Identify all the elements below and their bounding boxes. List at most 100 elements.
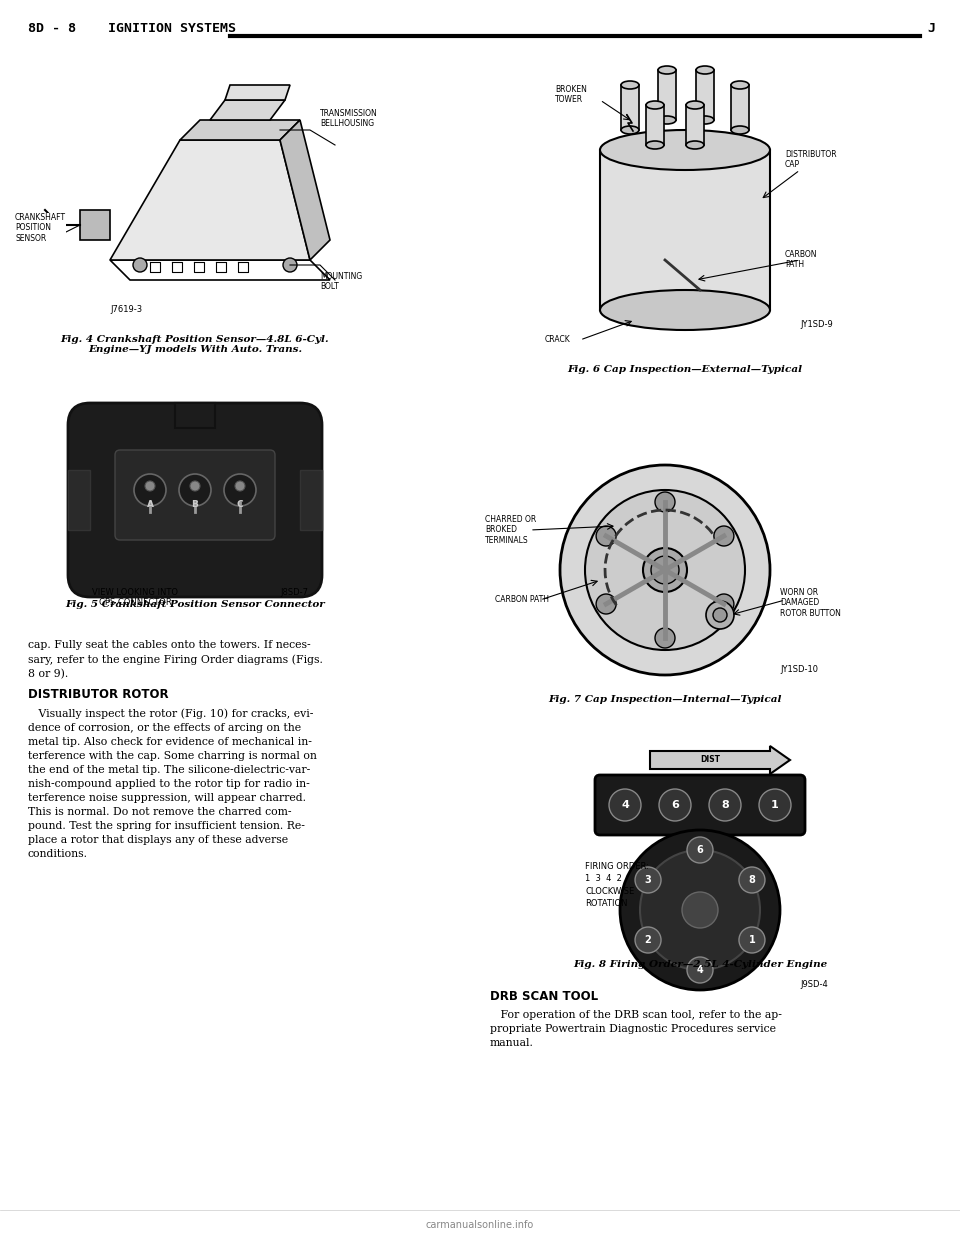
Text: CHARRED OR
BROKED
TERMINALS: CHARRED OR BROKED TERMINALS [485, 515, 537, 545]
Polygon shape [80, 210, 110, 240]
Text: 4: 4 [621, 800, 629, 810]
Circle shape [179, 474, 211, 505]
Circle shape [714, 594, 733, 614]
Text: J7619-3: J7619-3 [110, 306, 142, 314]
Text: JY1SD-9: JY1SD-9 [800, 320, 832, 329]
Bar [621, 84, 639, 130]
Text: DISTRIBUTOR
CAP: DISTRIBUTOR CAP [785, 150, 836, 169]
Ellipse shape [621, 81, 639, 89]
Text: Fig. 5 Crankshaft Position Sensor Connector: Fig. 5 Crankshaft Position Sensor Connec… [65, 600, 324, 609]
Bar [686, 106, 704, 145]
Circle shape [682, 892, 718, 928]
Polygon shape [210, 101, 285, 120]
Ellipse shape [696, 116, 714, 124]
Text: Visually inspect the rotor (Fig. 10) for cracks, evi-
dence of corrosion, or the: Visually inspect the rotor (Fig. 10) for… [28, 708, 317, 858]
Circle shape [560, 465, 770, 674]
Circle shape [134, 474, 166, 505]
Ellipse shape [731, 81, 749, 89]
Text: TRANSMISSION
BELLHOUSING: TRANSMISSION BELLHOUSING [320, 108, 377, 128]
FancyArrow shape [650, 746, 790, 774]
Bar [646, 106, 664, 145]
Ellipse shape [600, 130, 770, 170]
Text: 8: 8 [749, 876, 756, 886]
Text: 3: 3 [645, 876, 652, 886]
Text: 6: 6 [671, 800, 679, 810]
Text: 6: 6 [697, 845, 704, 854]
Text: 8: 8 [721, 800, 729, 810]
Ellipse shape [686, 142, 704, 149]
Circle shape [643, 548, 687, 592]
Text: JY1SD-10: JY1SD-10 [780, 664, 818, 674]
Polygon shape [280, 120, 330, 260]
Circle shape [145, 481, 155, 491]
Bar [68, 469, 90, 530]
Circle shape [596, 594, 616, 614]
Text: 1: 1 [749, 935, 756, 945]
Ellipse shape [696, 66, 714, 75]
Text: 8D - 8    IGNITION SYSTEMS: 8D - 8 IGNITION SYSTEMS [28, 21, 236, 35]
Circle shape [651, 556, 679, 584]
Ellipse shape [658, 116, 676, 124]
Bar [600, 150, 770, 310]
Bar [731, 84, 749, 130]
FancyBboxPatch shape [595, 775, 805, 835]
Text: WORN OR
DAMAGED
ROTOR BUTTON: WORN OR DAMAGED ROTOR BUTTON [780, 587, 841, 617]
Circle shape [620, 830, 780, 990]
Text: DRB SCAN TOOL: DRB SCAN TOOL [490, 990, 598, 1004]
Circle shape [655, 628, 675, 648]
Circle shape [687, 837, 713, 863]
Circle shape [739, 867, 765, 893]
Text: B: B [192, 501, 199, 509]
Text: Fig. 4 Crankshaft Position Sensor—4.8L 6-Cyl.
Engine—YJ models With Auto. Trans.: Fig. 4 Crankshaft Position Sensor—4.8L 6… [60, 335, 329, 354]
Circle shape [714, 527, 733, 546]
Circle shape [709, 789, 741, 821]
Text: For operation of the DRB scan tool, refer to the ap-
propriate Powertrain Diagno: For operation of the DRB scan tool, refe… [490, 1010, 781, 1048]
Circle shape [235, 481, 245, 491]
Circle shape [706, 601, 734, 628]
Circle shape [739, 927, 765, 953]
Ellipse shape [658, 66, 676, 75]
Circle shape [655, 492, 675, 512]
Circle shape [133, 258, 147, 272]
Bar [696, 70, 714, 120]
Text: 4: 4 [697, 965, 704, 975]
Ellipse shape [686, 101, 704, 109]
Circle shape [635, 867, 661, 893]
Text: BROKEN
TOWER: BROKEN TOWER [555, 84, 587, 104]
Text: Fig. 6 Cap Inspection—External—Typical: Fig. 6 Cap Inspection—External—Typical [567, 365, 803, 374]
Ellipse shape [646, 142, 664, 149]
Text: CRACK: CRACK [545, 335, 571, 344]
FancyBboxPatch shape [68, 402, 322, 597]
Text: carmanualsonline.info: carmanualsonline.info [426, 1220, 534, 1230]
Ellipse shape [731, 125, 749, 134]
Bar [175, 402, 215, 428]
Circle shape [713, 609, 727, 622]
Text: J: J [927, 21, 935, 35]
Circle shape [687, 958, 713, 982]
Text: Fig. 8 Firing Order—2.5L 4-Cylinder Engine: Fig. 8 Firing Order—2.5L 4-Cylinder Engi… [573, 960, 828, 969]
Circle shape [659, 789, 691, 821]
Bar [658, 70, 676, 120]
Text: C: C [237, 501, 243, 509]
Text: DISTRIBUTOR ROTOR: DISTRIBUTOR ROTOR [28, 688, 169, 700]
Text: VIEW LOOKING INTO
CPS CONNECTOR: VIEW LOOKING INTO CPS CONNECTOR [92, 587, 178, 607]
Ellipse shape [646, 101, 664, 109]
Circle shape [609, 789, 641, 821]
Text: A: A [147, 501, 154, 509]
Text: FIRING ORDER:
1  3  4  2
CLOCKWISE
ROTATION: FIRING ORDER: 1 3 4 2 CLOCKWISE ROTATION [585, 862, 649, 908]
Polygon shape [225, 84, 290, 101]
Text: CARBON PATH: CARBON PATH [495, 595, 549, 604]
Text: J9SD-4: J9SD-4 [800, 980, 828, 989]
Circle shape [283, 258, 297, 272]
Circle shape [190, 481, 200, 491]
FancyBboxPatch shape [115, 450, 275, 540]
Text: Fig. 7 Cap Inspection—Internal—Typical: Fig. 7 Cap Inspection—Internal—Typical [548, 696, 781, 704]
Text: DIST: DIST [700, 755, 720, 765]
Circle shape [224, 474, 256, 505]
Text: 2: 2 [645, 935, 652, 945]
Text: 1: 1 [771, 800, 779, 810]
Circle shape [635, 927, 661, 953]
Text: cap. Fully seat the cables onto the towers. If neces-
sary, refer to the engine : cap. Fully seat the cables onto the towe… [28, 640, 323, 679]
Polygon shape [180, 120, 300, 140]
Circle shape [640, 850, 760, 970]
